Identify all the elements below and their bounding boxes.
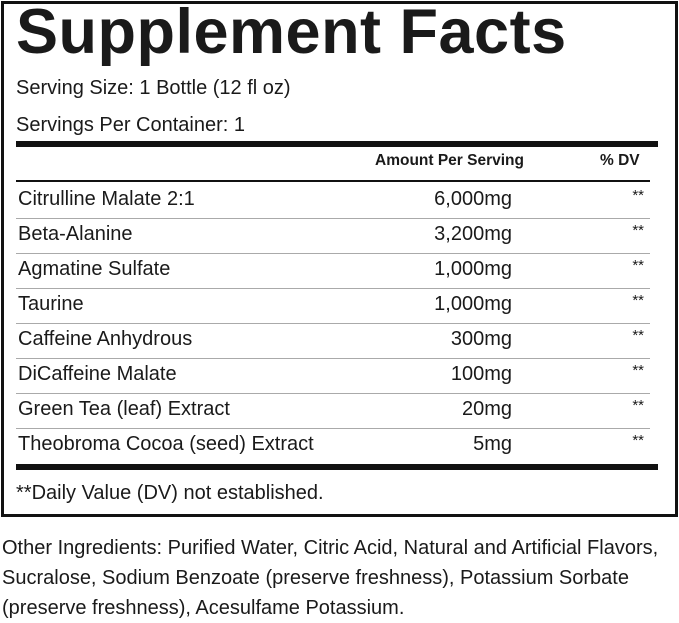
table-row: DiCaffeine Malate 100mg ** [16, 358, 650, 394]
table-row: Caffeine Anhydrous 300mg ** [16, 323, 650, 359]
ingredient-dv: ** [632, 292, 644, 309]
ingredient-name: Theobroma Cocoa (seed) Extract [18, 433, 314, 455]
ingredient-name: Green Tea (leaf) Extract [18, 398, 230, 420]
table-row: Theobroma Cocoa (seed) Extract 5mg ** [16, 428, 650, 463]
ingredient-amount: 100mg [450, 363, 512, 385]
ingredient-amount: 300mg [450, 328, 512, 350]
table-row: Taurine 1,000mg ** [16, 288, 650, 324]
thick-divider [16, 141, 658, 147]
serving-size: Serving Size: 1 Bottle (12 fl oz) [16, 77, 291, 99]
thick-divider [16, 464, 658, 470]
ingredient-name: Taurine [18, 293, 84, 315]
ingredient-dv: ** [632, 222, 644, 239]
ingredient-amount: 3,200mg [434, 223, 512, 245]
ingredient-dv: ** [632, 432, 644, 449]
ingredient-dv: ** [632, 257, 644, 274]
ingredient-dv: ** [632, 397, 644, 414]
amount-header: Amount Per Serving [375, 152, 524, 169]
ingredient-name: Beta-Alanine [18, 223, 133, 245]
ingredient-name: Citrulline Malate 2:1 [18, 188, 195, 210]
dv-header: % DV [600, 152, 640, 169]
header-divider [16, 180, 650, 182]
ingredient-amount: 20mg [461, 398, 512, 420]
ingredient-name: Caffeine Anhydrous [18, 328, 193, 350]
supplement-facts-panel [1, 1, 678, 517]
table-row: Agmatine Sulfate 1,000mg ** [16, 253, 650, 289]
other-ingredients: Other Ingredients: Purified Water, Citri… [2, 537, 659, 619]
ingredient-name: DiCaffeine Malate [18, 363, 177, 385]
ingredient-dv: ** [632, 362, 644, 379]
table-row: Beta-Alanine 3,200mg ** [16, 218, 650, 254]
ingredient-dv: ** [632, 187, 644, 204]
ingredient-dv: ** [632, 327, 644, 344]
ingredient-amount: 5mg [473, 433, 512, 455]
ingredient-amount: 6,000mg [434, 188, 512, 210]
table-row: Green Tea (leaf) Extract 20mg ** [16, 393, 650, 429]
ingredient-name: Agmatine Sulfate [18, 258, 171, 280]
ingredient-amount: 1,000mg [434, 293, 512, 315]
panel-title: Supplement Facts [16, 0, 567, 67]
footnote: **Daily Value (DV) not established. [16, 482, 324, 504]
servings-per-container: Servings Per Container: 1 [16, 114, 246, 136]
table-row: Citrulline Malate 2:1 6,000mg ** [16, 183, 650, 219]
ingredient-amount: 1,000mg [434, 258, 512, 280]
